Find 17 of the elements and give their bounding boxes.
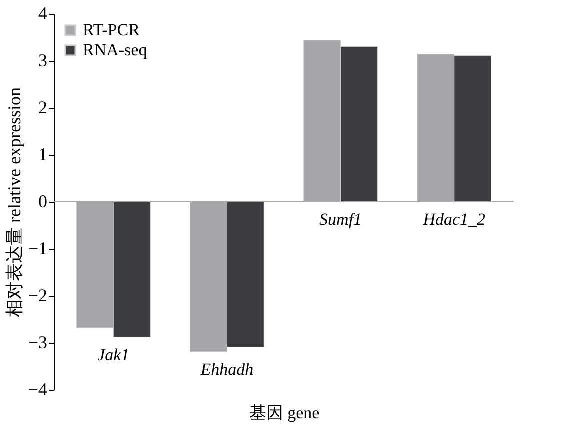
y-tick-label: 2 <box>38 98 48 118</box>
y-axis-title: 相对表达量 relative expression <box>4 88 24 318</box>
legend-label: RT-PCR <box>83 20 141 40</box>
x-tick-label: Sumf1 <box>320 210 362 229</box>
y-tick-label: −2 <box>28 286 48 306</box>
y-tick-label: 0 <box>38 192 48 212</box>
x-tick-label: Ehhadh <box>200 360 254 379</box>
y-tick-label: 3 <box>38 50 48 70</box>
y-tick-label: 4 <box>38 4 48 24</box>
y-tick-label: −1 <box>28 238 48 258</box>
y-tick-label: 1 <box>38 144 48 164</box>
x-tick-label: Jak1 <box>98 345 130 364</box>
y-tick-label: −4 <box>28 380 48 400</box>
x-axis-title: 基因 gene <box>249 404 320 422</box>
legend-label: RNA-seq <box>83 40 148 60</box>
y-tick-label: −3 <box>28 332 48 352</box>
x-tick-label: Hdac1_2 <box>422 210 486 229</box>
